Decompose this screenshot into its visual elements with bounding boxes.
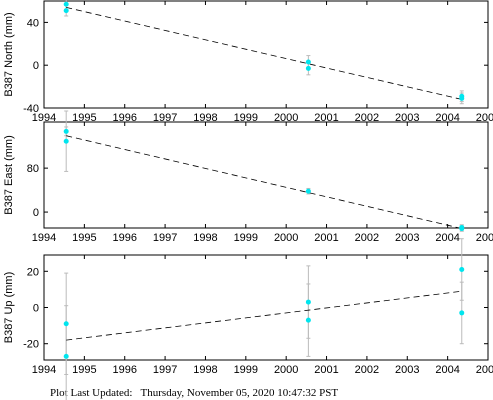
y-axis-label: B387 North (mm) [3, 12, 15, 96]
x-tick-label: 1994 [32, 232, 56, 244]
x-tick-label: 2001 [314, 232, 338, 244]
x-tick-label: 1997 [153, 232, 177, 244]
x-tick-label: 1996 [112, 364, 136, 376]
x-tick-label: 2003 [395, 364, 419, 376]
data-point [63, 353, 69, 359]
data-point [459, 266, 465, 272]
trend-line [66, 290, 462, 341]
x-tick-label: 1995 [72, 232, 96, 244]
plot-frame [43, 121, 489, 229]
x-tick-label: 2004 [435, 112, 459, 124]
x-tick-label: 1998 [193, 232, 217, 244]
x-tick-label: 2004 [435, 232, 459, 244]
data-point [63, 8, 69, 14]
trend-line [66, 135, 462, 229]
x-tick-label: 2003 [395, 232, 419, 244]
plot-frame [43, 254, 489, 361]
data-point [305, 59, 311, 65]
data-point [305, 317, 311, 323]
x-tick-label: 1999 [234, 112, 258, 124]
footer: Plot Last Updated: Thursday, November 05… [50, 387, 338, 399]
x-tick-label: 2000 [274, 232, 298, 244]
y-tick-label: -20 [23, 339, 39, 351]
y-axis-label: B387 East (mm) [3, 135, 15, 214]
y-tick-label: 0 [33, 303, 39, 315]
y-axis-label: B387 Up (mm) [3, 272, 15, 344]
x-tick-label: 2005 [476, 112, 493, 124]
y-tick-label: -40 [23, 103, 39, 115]
y-tick-label: 20 [27, 266, 39, 278]
trend-line [66, 7, 462, 100]
x-tick-label: 1994 [32, 364, 56, 376]
x-tick-label: 1999 [234, 232, 258, 244]
data-point [63, 1, 69, 7]
x-tick-label: 1999 [234, 364, 258, 376]
x-tick-label: 2005 [476, 364, 493, 376]
x-tick-label: 1996 [112, 232, 136, 244]
y-tick-label: 40 [27, 17, 39, 29]
data-point [305, 188, 311, 194]
x-tick-label: 2002 [355, 364, 379, 376]
x-tick-label: 1997 [153, 364, 177, 376]
data-point [459, 95, 465, 101]
x-tick-label: 1994 [32, 112, 56, 124]
x-tick-label: 1995 [72, 112, 96, 124]
data-point [305, 299, 311, 305]
x-tick-label: 2002 [355, 232, 379, 244]
x-tick-label: 2003 [395, 112, 419, 124]
x-tick-label: 2005 [476, 232, 493, 244]
y-tick-label: 0 [33, 207, 39, 219]
x-tick-label: 2004 [435, 364, 459, 376]
x-tick-label: 2001 [314, 364, 338, 376]
y-tick-label: 80 [27, 163, 39, 175]
plot-frame [43, 0, 489, 109]
x-tick-label: 2002 [355, 112, 379, 124]
data-point [305, 65, 311, 71]
x-tick-label: 1997 [153, 112, 177, 124]
y-tick-label: 0 [33, 60, 39, 72]
x-tick-label: 1998 [193, 112, 217, 124]
x-tick-label: 2000 [274, 364, 298, 376]
data-point [459, 310, 465, 316]
x-tick-label: 1998 [193, 364, 217, 376]
data-point [63, 138, 69, 144]
data-point [63, 128, 69, 134]
x-tick-label: 2000 [274, 112, 298, 124]
x-tick-label: 1996 [112, 112, 136, 124]
x-tick-label: 2001 [314, 112, 338, 124]
x-tick-label: 1995 [72, 364, 96, 376]
data-point [63, 321, 69, 327]
data-point [459, 226, 465, 232]
